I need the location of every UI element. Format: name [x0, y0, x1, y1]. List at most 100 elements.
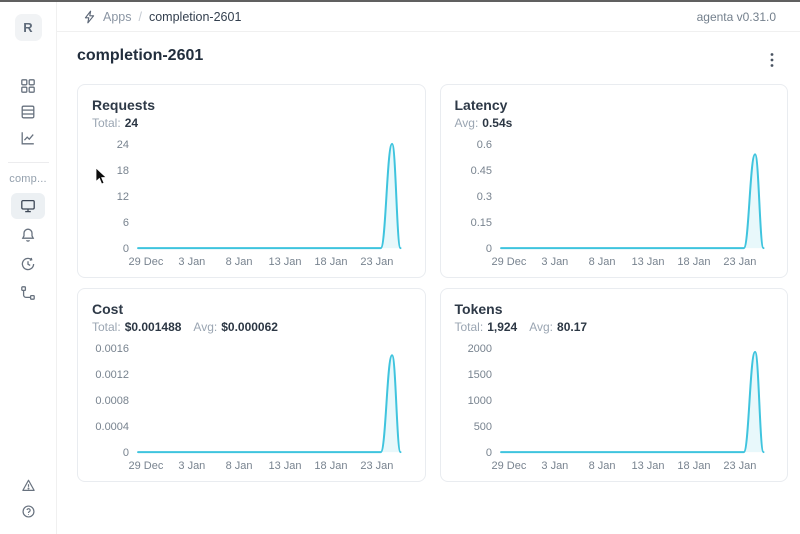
y-tick-label: 6 [123, 217, 129, 229]
card-title: Requests [92, 97, 156, 113]
sidebar-nav-main [11, 75, 45, 149]
sidebar-item-notifications[interactable] [11, 222, 45, 248]
x-tick-label: 8 Jan [588, 256, 615, 268]
y-tick-label: 0.3 [476, 191, 491, 203]
card-title: Latency [454, 97, 508, 113]
breadcrumb-separator: / [138, 9, 142, 24]
chart-area [500, 154, 763, 249]
breadcrumb-apps[interactable]: Apps [103, 9, 132, 24]
bolt-icon [84, 10, 95, 23]
card-stats: Total: 24 [92, 116, 411, 130]
x-tick-label: 18 Jan [677, 460, 710, 472]
y-tick-label: 0 [123, 447, 129, 459]
x-tick-label: 8 Jan [226, 256, 253, 268]
stat: Total: 24 [92, 116, 138, 130]
stat-label: Avg: [529, 320, 554, 334]
line-chart-icon [21, 132, 34, 145]
x-tick-label: 3 Jan [178, 460, 205, 472]
metric-card-cost: Cost Total: $0.001488 Avg: $0.000062 0 0.000… [77, 288, 426, 482]
metric-card-requests: Requests Total: 24 0 6 12 18 24 29 Dec 3 Jan 8 J… [77, 84, 426, 278]
x-tick-label: 23 Jan [723, 256, 756, 268]
cost-chart[interactable]: 0 0.0004 0.0008 0.0012 0.0016 29 Dec 3 Jan 8 Ja… [92, 339, 411, 475]
stat-value: $0.001488 [124, 320, 182, 334]
sidebar-nav-bottom [11, 474, 45, 522]
grid-icon [21, 79, 35, 93]
y-tick-label: 0.0004 [95, 421, 129, 433]
x-tick-label: 8 Jan [588, 460, 615, 472]
x-tick-label: 13 Jan [269, 256, 302, 268]
card-title: Cost [92, 301, 124, 317]
sidebar-item-testsets[interactable] [11, 101, 45, 123]
metric-card-latency: Latency Avg: 0.54s 0 0.15 0.3 0.45 0.6 29 Dec 3… [439, 84, 788, 278]
y-tick-label: 0 [485, 243, 491, 255]
breadcrumb: Apps / completion-2601 [83, 10, 241, 24]
top-bar: Apps / completion-2601 agenta v0.31.0 [57, 2, 800, 32]
alert-triangle-icon [21, 479, 35, 491]
x-tick-label: 13 Jan [631, 460, 664, 472]
page-title: completion-2601 [77, 47, 204, 64]
tree-icon [21, 286, 35, 300]
chart-area [500, 351, 763, 453]
sidebar-item-apps[interactable] [11, 75, 45, 97]
x-tick-label: 13 Jan [269, 460, 302, 472]
y-tick-label: 0.0008 [95, 395, 129, 407]
page-menu-button[interactable] [764, 49, 780, 71]
stat: Total: $0.001488 [92, 320, 181, 334]
workspace-avatar-letter: R [23, 20, 33, 35]
y-tick-label: 2000 [467, 343, 491, 355]
x-tick-label: 3 Jan [541, 256, 568, 268]
y-tick-label: 1500 [467, 369, 491, 381]
stat-value: 0.54s [482, 116, 513, 130]
stat-label: Total: [92, 116, 121, 130]
sidebar-item-evaluations[interactable] [11, 127, 45, 149]
sidebar-item-traces[interactable] [11, 280, 45, 306]
x-tick-label: 18 Jan [677, 256, 710, 268]
stat: Total: 1,924 [455, 320, 518, 334]
card-title: Tokens [454, 301, 503, 317]
page-header: completion-2601 [57, 32, 800, 71]
history-icon [21, 257, 35, 271]
stat-value: $0.000062 [221, 320, 278, 334]
metric-card-tokens: Tokens Total: 1,924 Avg: 80.17 0 500 1000 1500… [439, 288, 788, 482]
y-tick-label: 0 [123, 243, 129, 255]
sidebar-item-help[interactable] [11, 500, 45, 522]
chart-line [137, 354, 402, 454]
stat-value: 1,924 [487, 320, 518, 334]
metrics-grid: Requests Total: 24 0 6 12 18 24 29 Dec 3 Jan 8 J… [77, 84, 788, 482]
kebab-menu-icon [770, 53, 774, 67]
workspace-avatar[interactable]: R [14, 14, 42, 41]
chart-area [138, 355, 401, 453]
bell-icon [21, 228, 35, 242]
card-stats: Total: $0.001488 Avg: $0.000062 [92, 320, 411, 334]
x-tick-label: 8 Jan [226, 460, 253, 472]
stat: Avg: $0.000062 [193, 320, 278, 334]
x-tick-label: 13 Jan [631, 256, 664, 268]
help-icon [21, 504, 35, 518]
sidebar-item-history[interactable] [11, 251, 45, 277]
sidebar-app-section-label: comp... [9, 173, 47, 185]
chart-line [499, 153, 764, 250]
x-tick-label: 23 Jan [360, 256, 393, 268]
stat: Avg: 80.17 [529, 320, 587, 334]
latency-chart[interactable]: 0 0.15 0.3 0.45 0.6 29 Dec 3 Jan 8 Jan 13 Jan 18 … [455, 135, 774, 271]
y-tick-label: 0.45 [470, 165, 491, 177]
tokens-chart[interactable]: 0 500 1000 1500 2000 29 Dec 3 Jan 8 Jan 13 Jan 18… [455, 339, 774, 475]
stat: Avg: 0.54s [455, 116, 513, 130]
stat-value: 80.17 [557, 320, 588, 334]
sidebar-item-observability[interactable] [11, 193, 45, 219]
y-tick-label: 1000 [467, 395, 491, 407]
stat-label: Avg: [193, 320, 218, 334]
x-tick-label: 23 Jan [360, 460, 393, 472]
requests-chart[interactable]: 0 6 12 18 24 29 Dec 3 Jan 8 Jan 13 Jan 18 Jan 23 J… [92, 135, 411, 271]
stat-label: Total: [454, 320, 484, 334]
x-tick-label: 3 Jan [178, 256, 205, 268]
stat-value: 24 [124, 116, 139, 130]
sidebar-item-status[interactable] [11, 474, 45, 496]
chart-line [499, 350, 764, 454]
y-tick-label: 0 [485, 447, 491, 459]
sidebar-divider [7, 162, 49, 163]
y-tick-label: 24 [117, 139, 129, 151]
sidebar: R comp... [0, 2, 57, 534]
table-icon [21, 105, 35, 119]
